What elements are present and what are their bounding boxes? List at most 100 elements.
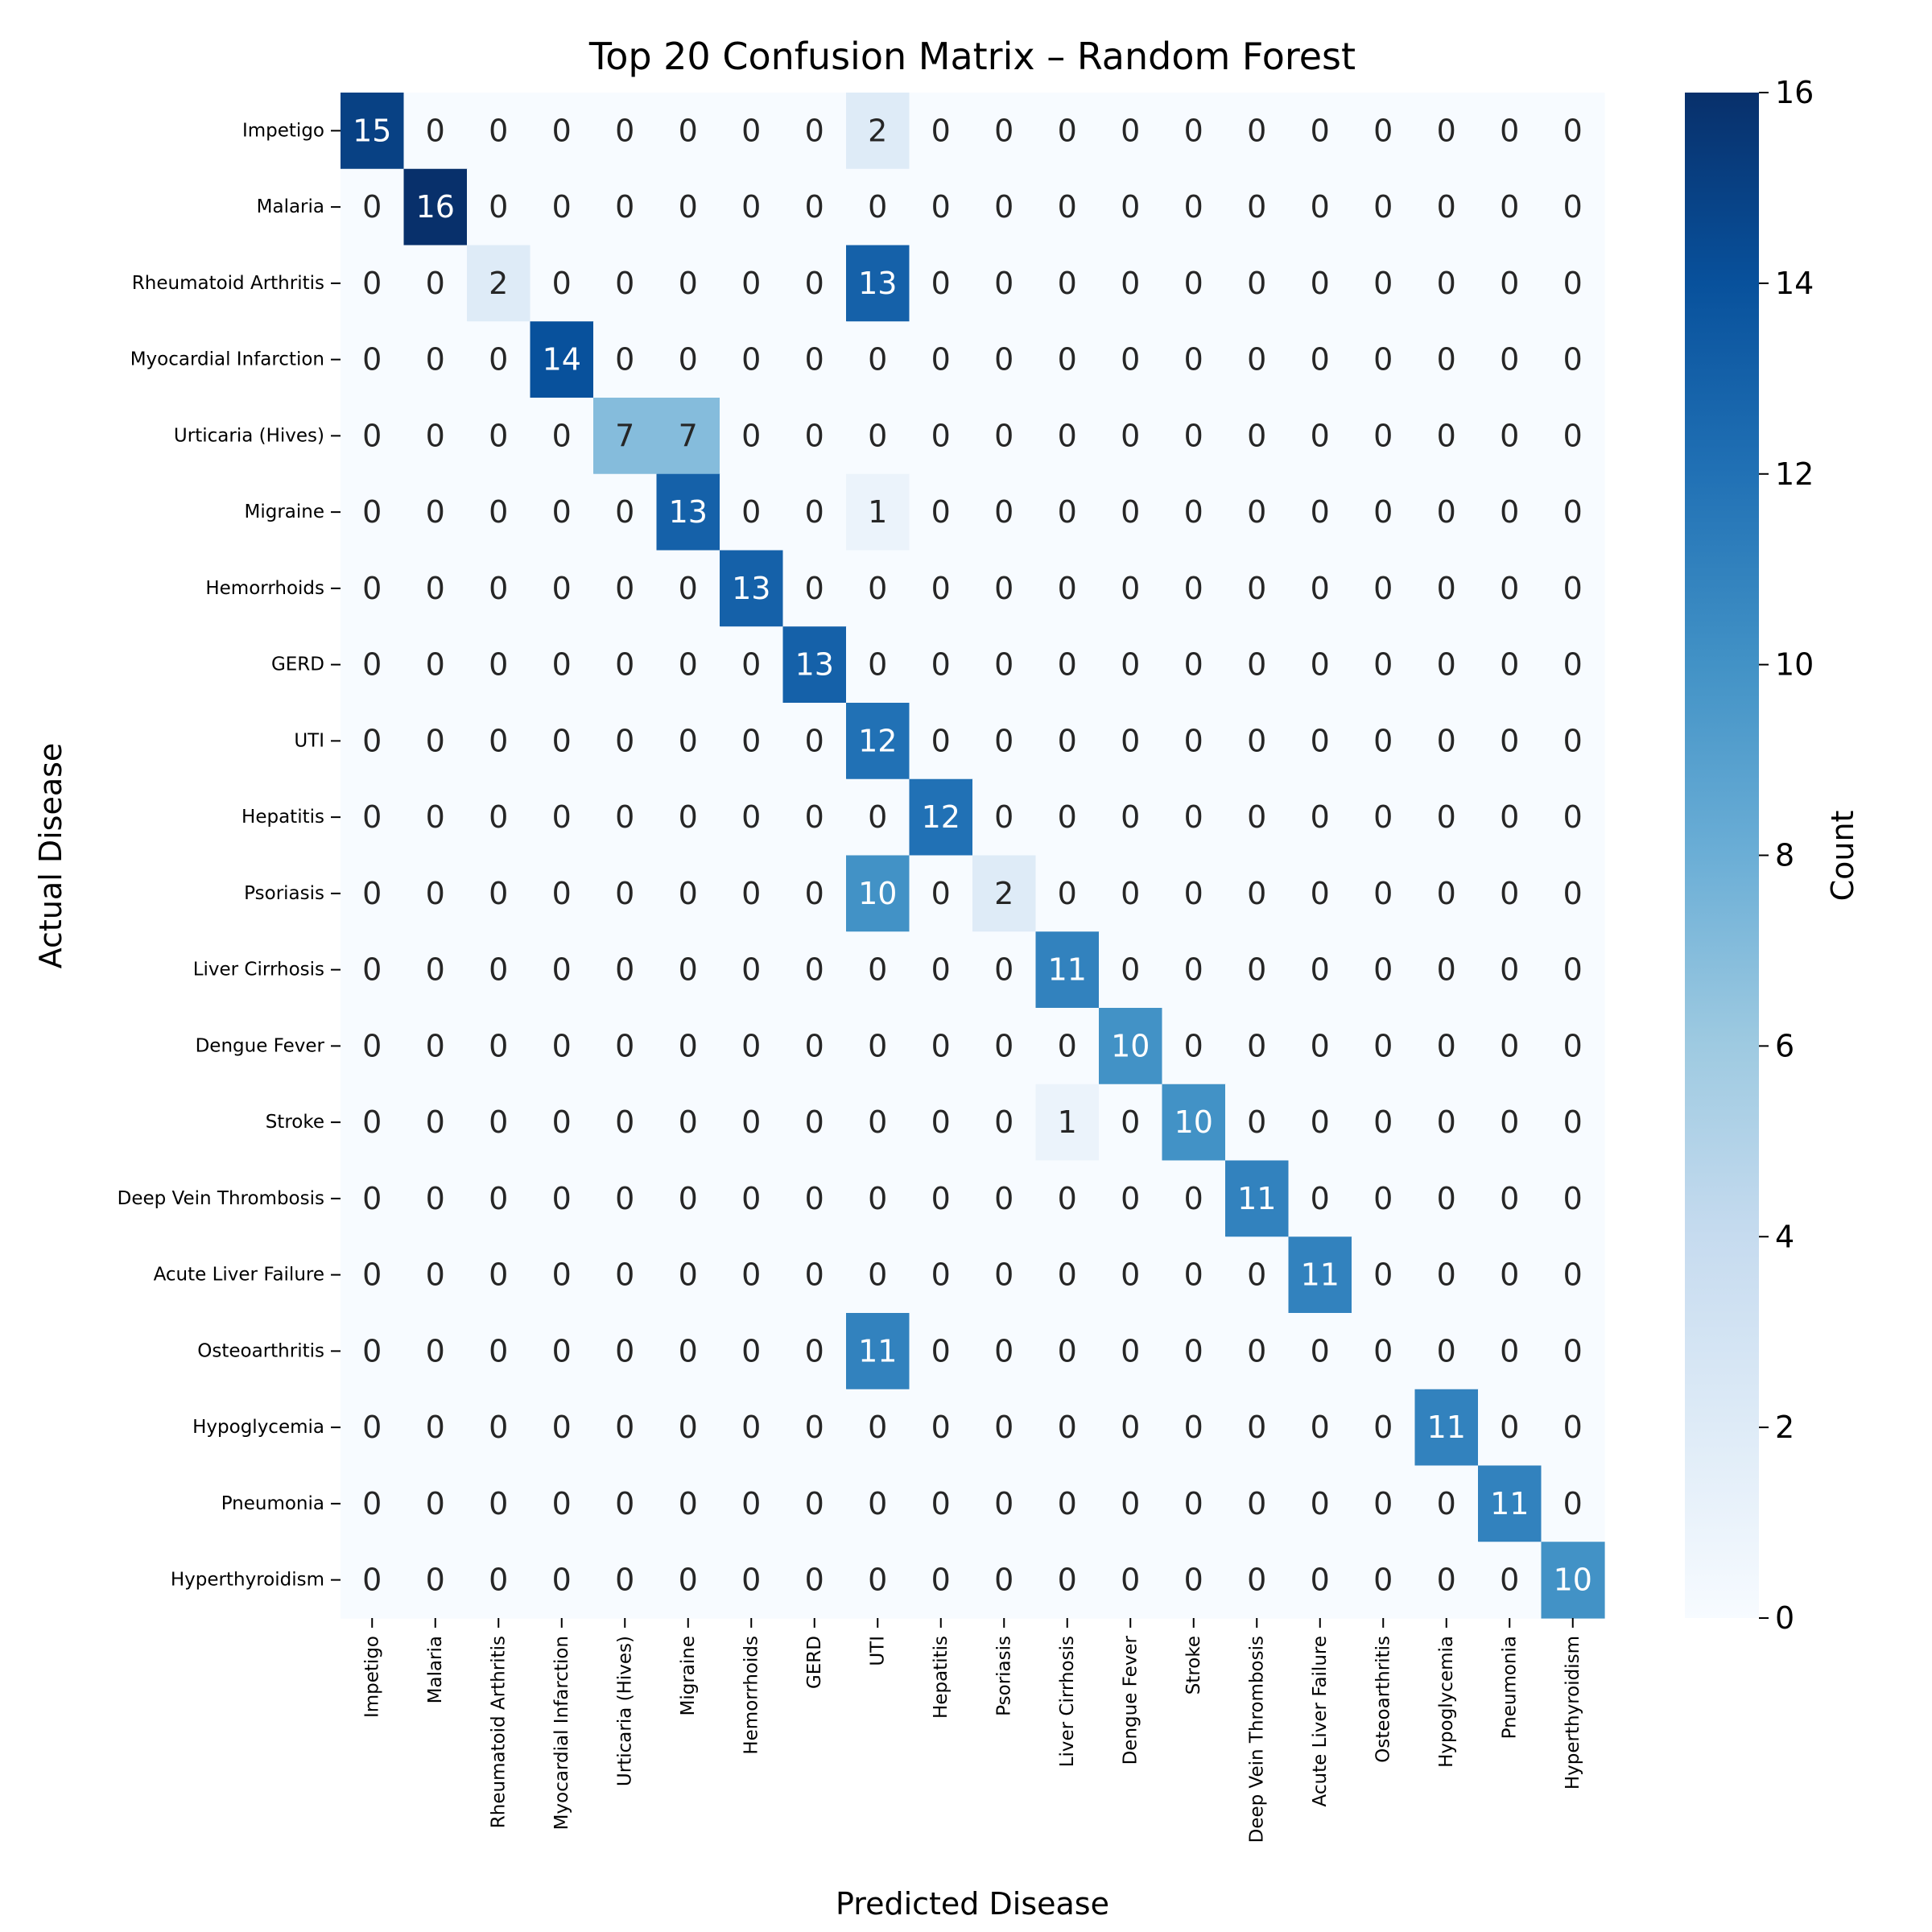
cell-value: 0 bbox=[1563, 1486, 1583, 1521]
heatmap-cell bbox=[720, 855, 784, 932]
cell-value: 0 bbox=[931, 113, 951, 148]
y-tick-label: Hypoglycemia bbox=[192, 1417, 324, 1438]
cell-value: 0 bbox=[1563, 342, 1583, 378]
cell-value: 0 bbox=[1184, 1028, 1203, 1063]
cell-value: 0 bbox=[931, 1181, 951, 1216]
cell-value: 0 bbox=[1311, 1028, 1330, 1063]
colorbar-tick-label: 8 bbox=[1775, 838, 1794, 873]
cell-value: 0 bbox=[1184, 342, 1203, 378]
cell-value: 0 bbox=[426, 494, 445, 530]
cell-value: 0 bbox=[931, 1333, 951, 1368]
cell-value: 0 bbox=[1311, 342, 1330, 378]
cell-value: 0 bbox=[1184, 1563, 1203, 1598]
cell-value: 0 bbox=[615, 723, 634, 758]
cell-value: 0 bbox=[931, 266, 951, 301]
cell-value: 0 bbox=[931, 418, 951, 453]
cell-value: 0 bbox=[1311, 266, 1330, 301]
cell-value: 0 bbox=[1121, 266, 1140, 301]
heatmap-cell bbox=[1162, 1236, 1226, 1314]
cell-value: 0 bbox=[931, 494, 951, 530]
heatmap-cell bbox=[656, 1160, 720, 1237]
cell-value: 0 bbox=[426, 418, 445, 453]
colorbar-tick-label: 2 bbox=[1775, 1410, 1794, 1445]
cell-value: 0 bbox=[1500, 1104, 1519, 1140]
cell-value: 0 bbox=[1500, 113, 1519, 148]
cell-value: 0 bbox=[615, 1333, 634, 1368]
heatmap-cell bbox=[1541, 778, 1605, 857]
cell-value: 0 bbox=[426, 571, 445, 606]
cell-value: 0 bbox=[931, 1410, 951, 1445]
cell-value: 0 bbox=[1058, 1257, 1077, 1293]
heatmap-cell bbox=[403, 1313, 468, 1390]
cell-value: 0 bbox=[489, 1028, 508, 1063]
heatmap-cell bbox=[1288, 473, 1352, 551]
heatmap-cell bbox=[1414, 93, 1479, 170]
heatmap-cell bbox=[467, 1084, 531, 1162]
heatmap-cell bbox=[341, 1313, 405, 1390]
cell-value: 0 bbox=[994, 1333, 1013, 1368]
cell-value: 0 bbox=[1058, 799, 1077, 835]
cell-value: 0 bbox=[615, 342, 634, 378]
heatmap-cell bbox=[1414, 168, 1479, 246]
heatmap-cell bbox=[1162, 931, 1226, 1009]
cell-value: 0 bbox=[552, 723, 572, 758]
cell-value: 0 bbox=[994, 494, 1013, 530]
cell-value: 0 bbox=[868, 952, 887, 988]
heatmap-cell bbox=[972, 550, 1037, 627]
cell-value: 0 bbox=[1437, 342, 1456, 378]
cell-value: 0 bbox=[741, 1486, 761, 1521]
cell-value: 0 bbox=[1121, 1333, 1140, 1368]
heatmap-cell bbox=[593, 1389, 658, 1467]
cell-value: 0 bbox=[741, 876, 761, 911]
heatmap-cell bbox=[1414, 245, 1479, 322]
cell-value: 0 bbox=[1184, 1181, 1203, 1216]
cell-value: 0 bbox=[1247, 113, 1266, 148]
heatmap-cell bbox=[656, 1008, 720, 1085]
heatmap-cell bbox=[909, 398, 973, 475]
cell-value: 2 bbox=[489, 266, 508, 301]
heatmap-cell bbox=[846, 931, 910, 1009]
heatmap-cell bbox=[656, 93, 720, 170]
cell-value: 0 bbox=[868, 1028, 887, 1063]
cell-value: 0 bbox=[1184, 571, 1203, 606]
heatmap-cell bbox=[1035, 321, 1100, 398]
heatmap-cell bbox=[720, 703, 784, 780]
cell-value: 0 bbox=[994, 1410, 1013, 1445]
cell-value: 0 bbox=[362, 571, 382, 606]
cell-value: 1 bbox=[868, 494, 887, 530]
heatmap-cell bbox=[1478, 1313, 1542, 1390]
cell-value: 0 bbox=[426, 1028, 445, 1063]
heatmap-cell bbox=[846, 93, 910, 170]
cell-value: 0 bbox=[552, 1181, 572, 1216]
cell-value: 0 bbox=[1311, 723, 1330, 758]
colorbar-tick-label: 6 bbox=[1775, 1028, 1794, 1063]
heatmap-cell bbox=[1352, 245, 1416, 322]
cell-value: 0 bbox=[489, 1486, 508, 1521]
cell-value: 0 bbox=[805, 723, 824, 758]
cell-value: 0 bbox=[1437, 1257, 1456, 1293]
heatmap-cell bbox=[972, 1236, 1037, 1314]
heatmap-cell bbox=[341, 245, 405, 322]
cell-value: 0 bbox=[1373, 1486, 1393, 1521]
heatmap-cell bbox=[846, 1008, 910, 1085]
heatmap-cell bbox=[341, 1236, 405, 1314]
heatmap-cell bbox=[1352, 703, 1416, 780]
heatmap-cell bbox=[1414, 703, 1479, 780]
heatmap-cell bbox=[1035, 778, 1100, 857]
cell-value: 0 bbox=[1247, 1028, 1266, 1063]
cell-value: 0 bbox=[805, 1333, 824, 1368]
heatmap-cell bbox=[1035, 855, 1100, 932]
heatmap-cell bbox=[720, 1313, 784, 1390]
heatmap-cell bbox=[972, 1160, 1037, 1237]
heatmap-cell bbox=[530, 398, 594, 475]
x-tick-label: Osteoarthritis bbox=[1373, 1636, 1393, 1763]
cell-value: 0 bbox=[426, 342, 445, 378]
heatmap-cell bbox=[1035, 168, 1100, 246]
cell-value: 0 bbox=[552, 876, 572, 911]
cell-value: 0 bbox=[1121, 1563, 1140, 1598]
cell-value: 0 bbox=[1500, 1257, 1519, 1293]
cell-value: 0 bbox=[615, 494, 634, 530]
cell-value: 11 bbox=[1237, 1181, 1276, 1216]
cell-value: 0 bbox=[426, 1410, 445, 1445]
y-tick-label: Liver Cirrhosis bbox=[193, 960, 324, 980]
